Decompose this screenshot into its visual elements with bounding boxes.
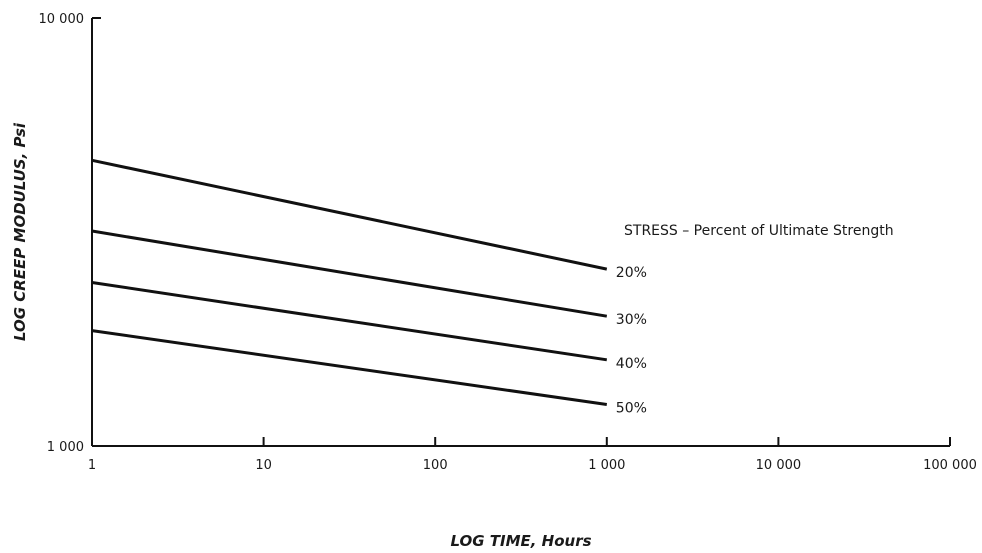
x-tick-label: 10 — [255, 458, 272, 473]
x-tick-label: 100 000 — [923, 458, 977, 473]
series-line — [91, 329, 608, 406]
series-label: 40% — [616, 356, 647, 372]
x-tick-label: 1 000 — [588, 458, 625, 473]
legend-title: STRESS – Percent of Ultimate Strength — [624, 223, 894, 239]
x-tick-label: 10 000 — [756, 458, 802, 473]
y-axis-title: LOG CREEP MODULUS, Psi — [11, 122, 29, 341]
tick-labels: 1 10 100 1 000 10 000 100 000 1 000 10 000 — [39, 12, 977, 473]
x-tick-label: 100 — [423, 458, 448, 473]
y-tick-label: 10 000 — [39, 12, 85, 27]
tick-marks — [91, 17, 951, 447]
x-tick-label: 1 — [88, 458, 96, 473]
series-line — [91, 281, 608, 362]
series-lines — [91, 158, 608, 406]
series-label: 50% — [616, 401, 647, 417]
series-line — [91, 158, 608, 271]
series-label: 20% — [616, 265, 647, 281]
x-axis-title: LOG TIME, Hours — [450, 532, 591, 550]
series-line — [91, 229, 608, 318]
series-label: 30% — [616, 312, 647, 328]
y-tick-label: 1 000 — [47, 440, 84, 455]
series-labels: 20% 30% 40% 50% — [616, 265, 647, 416]
